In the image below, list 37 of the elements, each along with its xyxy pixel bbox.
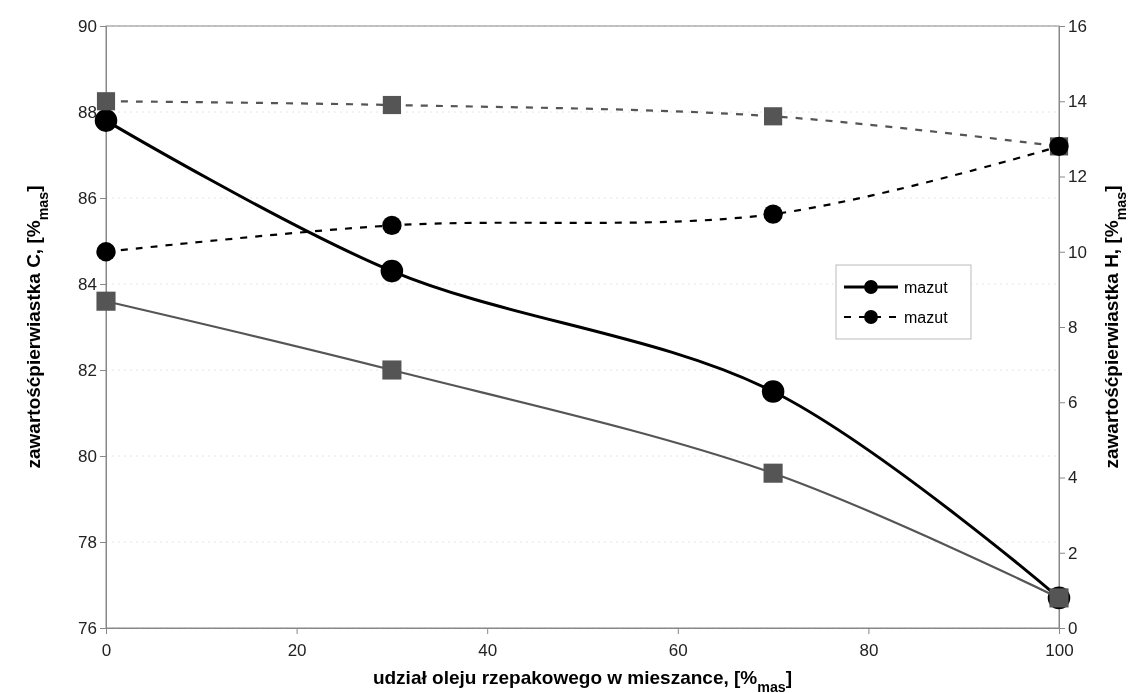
y-tick-label: 80: [78, 446, 97, 466]
point: [763, 463, 783, 483]
y-tick-label: 82: [78, 360, 97, 380]
point: [761, 380, 785, 403]
point: [96, 291, 116, 311]
y2-tick-label: 10: [1068, 242, 1087, 262]
y2-tick-label: 12: [1068, 167, 1087, 187]
x-tick-label: 80: [859, 640, 879, 660]
x-tick-label: 40: [478, 640, 498, 660]
y-tick-label: 84: [78, 274, 97, 294]
x-tick-label: 20: [287, 640, 307, 660]
point: [96, 242, 116, 262]
y-tick-label: 88: [78, 102, 97, 122]
y2-tick-label: 8: [1068, 317, 1078, 337]
x-tick-label: 60: [668, 640, 688, 660]
y-tick-label: 86: [78, 188, 97, 208]
point: [764, 107, 783, 126]
y2-tick-label: 14: [1068, 92, 1087, 112]
y2-tick-label: 16: [1068, 16, 1087, 36]
x-tick-label: 100: [1045, 640, 1074, 660]
y-tick-label: 78: [78, 532, 97, 552]
y2-tick-label: 0: [1068, 618, 1078, 638]
y2-tick-label: 2: [1068, 543, 1078, 563]
point: [96, 92, 116, 111]
y2-tick-label: 6: [1068, 393, 1078, 413]
legend-label: mazut: [904, 309, 949, 326]
legend-label: mazut: [904, 279, 949, 296]
y-tick-label: 90: [78, 16, 97, 36]
point: [380, 259, 404, 283]
y-tick-label: 76: [78, 618, 97, 638]
x-tick-label: 0: [101, 640, 112, 660]
point: [382, 215, 402, 236]
point: [382, 95, 401, 115]
point: [763, 204, 783, 224]
y2-tick-label: 4: [1068, 468, 1078, 488]
point: [382, 360, 402, 380]
x-axis-title: udział oleju rzepakowego w mieszance, [%$_{mas}$]: [372, 667, 793, 693]
